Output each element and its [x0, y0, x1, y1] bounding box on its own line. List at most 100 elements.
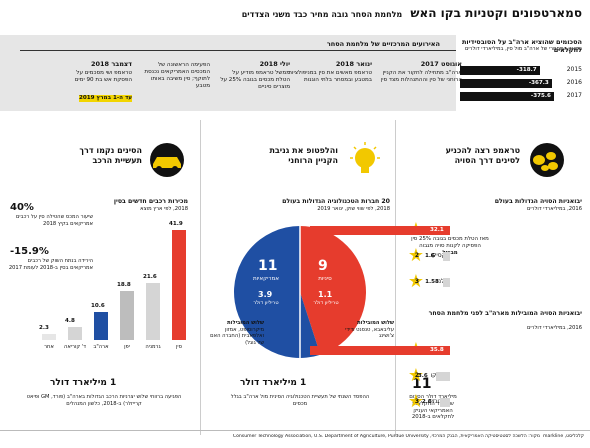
us-leaders: שלוש המובילות מיקרוסופט, אמזון ואלפאבית …: [204, 320, 264, 346]
car-title-line2: תעשיית הרכב: [92, 155, 142, 165]
spend-bar: [460, 66, 540, 75]
soy-bar: [443, 252, 450, 261]
bar-value: 1.58: [425, 279, 439, 285]
soy-title-line2: לסינים דרך הסויה: [454, 155, 520, 165]
soy-chart2-title: יבואניות הסויה המובילות מארה"ב לפני מלחמ…: [428, 310, 582, 317]
bar-value: 1.6: [425, 253, 435, 259]
timeline-axis: [20, 50, 456, 51]
tech-title-line1: והלפטופ את גניבת: [269, 146, 338, 155]
divider-left: [200, 120, 201, 435]
us-leaders-title: שלוש המובילות: [227, 320, 264, 326]
spend-value: -375.6: [530, 93, 551, 99]
us-value: 3.9: [258, 290, 273, 299]
footer-credit: קלכליסט, markline: [543, 434, 584, 439]
main-subtitle: מלחמת הסחר גובה מחיר כבד משני הצדדים: [241, 10, 403, 19]
tech-pie-us-slice: [234, 226, 321, 358]
soy-title: טראמפ רצה להכניע לסינים דרך הסויה: [446, 146, 520, 165]
car-bar: [172, 230, 186, 340]
rank-star-icon: ★: [407, 391, 425, 412]
timeline-text-4: הפעימה הראשונה של המכסים האמריקאים נכנסת…: [144, 62, 210, 89]
footer-rule: [0, 430, 590, 431]
spend-year: 2015: [566, 66, 582, 73]
footer-source: מקור: הלשכה לסטטיסטיקה האמריקאית, הבנק ה…: [232, 434, 540, 439]
china-label: סיניות: [318, 276, 332, 282]
car-bar-category: יפן: [124, 344, 130, 350]
bar-category: אינדונזיה: [427, 398, 450, 405]
soy-bar: [439, 398, 450, 407]
car-bar-category: אחר: [44, 344, 54, 350]
car-bar-value: 21.6: [143, 274, 157, 281]
timeline-text-5: טראמפ ושי מסכמים על הפסקת אש בת 90 ימים: [74, 70, 132, 83]
spend-value: -367.3: [528, 80, 549, 86]
soy-stat-big: 11: [412, 376, 432, 392]
tech-title-line2: הקניין הרוחני: [288, 155, 338, 165]
spend-unit: המאזן המסחרי של ארה"ב מול סין, במיליארדי…: [464, 46, 582, 52]
soy-side-note: מאז הטלת מכסים בגובה 25% סין הפסיקה לקנו…: [410, 236, 490, 256]
car-bar: [120, 290, 134, 340]
china-leaders: שלוש המובילות עליבאבא, טנסנט ודידי צ'ושי…: [338, 320, 394, 340]
timeline-date-5: דצמבר 2018: [90, 60, 132, 68]
soy-chart2-unit: 2016, במיליארדי דולרים: [526, 325, 582, 331]
soybean-icon: [530, 143, 564, 177]
china-count: 9: [318, 258, 328, 274]
lightbulb-icon: [350, 142, 380, 173]
rank-star-icon: ★: [407, 271, 425, 292]
car-icon: [150, 143, 184, 177]
china-value: 1.1: [318, 290, 333, 299]
timeline-item-4: הפעימה הראשונה של המכסים האמריקאים נכנסת…: [140, 60, 210, 90]
timeline-highlight: עד ה-1 במרץ 2019: [78, 94, 132, 102]
car-footer-big: 1 מיליארד דולר: [50, 378, 117, 388]
timeline-item-5: דצמבר 2018 טראמפ ושי מסכמים על הפסקת אש …: [60, 60, 132, 103]
bar-value: 2.6: [421, 399, 432, 405]
car-bar: [68, 327, 82, 340]
soy-bar: [310, 346, 450, 355]
china-leaders-title: שלוש המובילות: [357, 320, 394, 326]
soy-stat-text: מיליארד דולר הסכום שמשרד החקלאות האמריקא…: [409, 394, 457, 421]
rank-number: 3: [414, 278, 419, 285]
page-title: סמארטפונים וקטניות בקו האש מלחמת הסחר גו…: [242, 6, 582, 20]
car-bar-category: סין: [176, 344, 182, 350]
car-stat1: 40%: [10, 202, 34, 213]
divider-right: [395, 120, 396, 435]
car-bar-value: 18.8: [117, 281, 131, 288]
rank-number: 3: [414, 398, 419, 405]
car-bar-category: ארה"ב: [93, 344, 109, 350]
timeline-band: [0, 35, 456, 111]
car-bar-value: 2.3: [39, 324, 49, 331]
timeline-item-2: ינואר 2018 טראמפ מאשים את סין במניפולציו…: [282, 60, 372, 84]
timeline-text-2: טראמפ מאשים את סין במניפולציות במטבע ובמ…: [288, 70, 372, 83]
us-label: אמריקאיות: [252, 276, 280, 282]
soy-title-line1: טראמפ רצה להכניע: [445, 146, 520, 155]
rank-star-icon: ★: [407, 365, 425, 386]
car-chart-unit: 2018, לפי ארץ מוצא: [140, 206, 188, 212]
rank-number: 2: [414, 252, 419, 259]
spend-year: 2017: [566, 92, 582, 99]
timeline-date-2: ינואר 2018: [335, 60, 372, 68]
rank-star-icon: ★: [407, 245, 425, 266]
bar-value: 3.6: [417, 373, 428, 379]
car-title-line1: הסינים נקמו דרך: [79, 146, 142, 155]
bar-value: 35.8: [430, 347, 444, 353]
soy-bar: [443, 278, 450, 287]
car-bar-value: 41.9: [169, 221, 183, 227]
tech-chart-title: 20 חברות הטכנולוגיה הגדולות בעולם: [282, 198, 390, 205]
car-bar-category: גרמניה: [145, 344, 161, 350]
car-stat2-text: הירידה בנתח השוק של רכבים אמריקאים בסין …: [8, 258, 93, 271]
car-bar-category: ד' קוריאה: [64, 344, 86, 350]
car-chart-title: מכירות רכבים חדשים בסין: [113, 198, 188, 205]
soy-bar: [435, 372, 450, 381]
tech-footer-text: ההפסד השנתי של תעשיית הטכנולוגיה הסינית …: [230, 394, 370, 407]
tech-pie-china-slice: [300, 226, 367, 355]
soy-bar: [310, 226, 450, 235]
car-bar-value: 4.8: [65, 318, 75, 325]
tech-title: והלפטופ את גניבת הקניין הרוחני: [269, 146, 338, 165]
car-bar: [42, 333, 56, 340]
us-unit: טריליון דולר: [253, 300, 279, 306]
us-count: 11: [258, 258, 278, 274]
tech-footer-big: 1 מיליארד דולר: [240, 378, 307, 388]
spend-bar: [460, 79, 552, 88]
rank-number: 2: [414, 372, 419, 379]
us-leaders-names: מיקרוסופט, אמזון ואלפאבית (החברה האם של …: [210, 326, 264, 346]
soy-side-bold: מבריל: [442, 249, 458, 256]
